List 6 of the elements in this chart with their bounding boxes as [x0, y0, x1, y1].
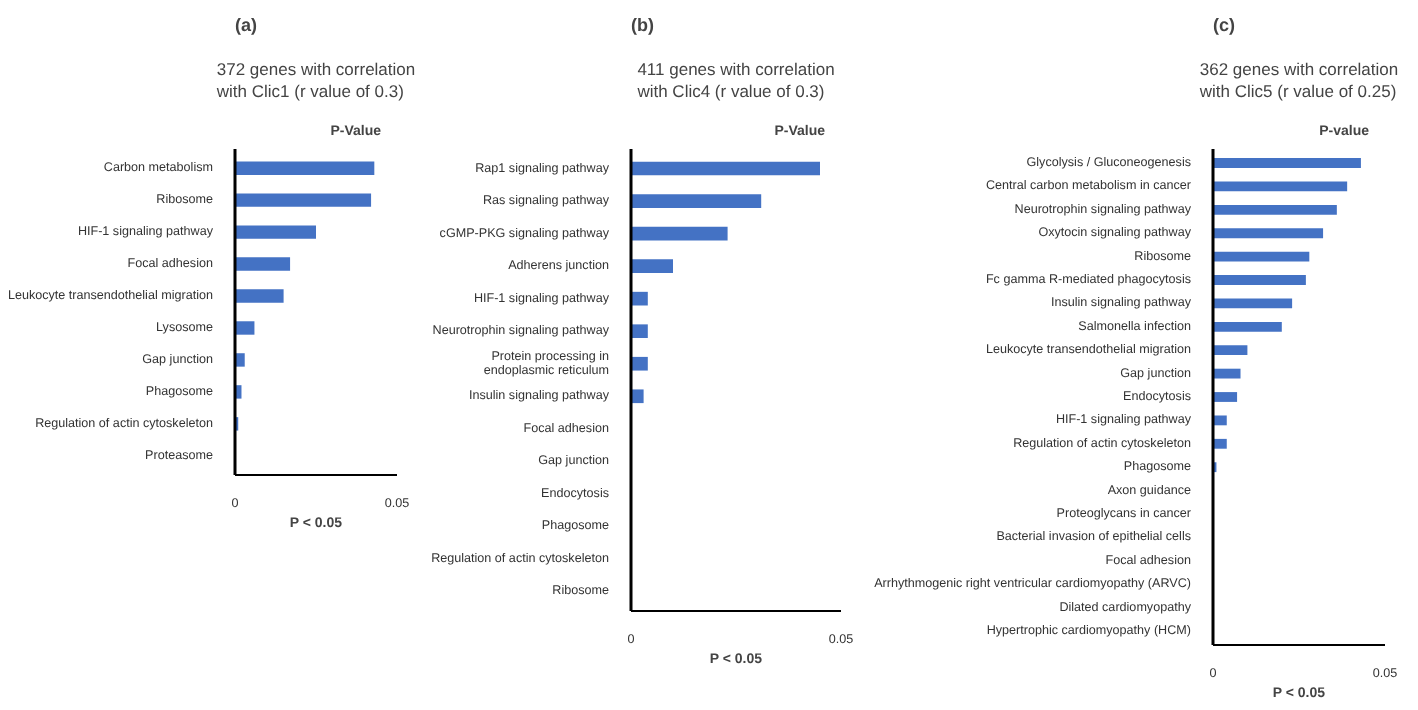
text: (b): [631, 15, 654, 35]
chart-title: 362 genes with correlation with Clic5 (r value of 0.25): [1197, 59, 1399, 101]
chart-title: 372 genes with correlation with Clic1 (r value of 0.3): [214, 59, 416, 101]
text: (c): [1213, 15, 1235, 35]
chart-title: 411 genes with correlation with Clic4 (r value of 0.3): [635, 59, 836, 101]
text: (a): [235, 15, 257, 35]
